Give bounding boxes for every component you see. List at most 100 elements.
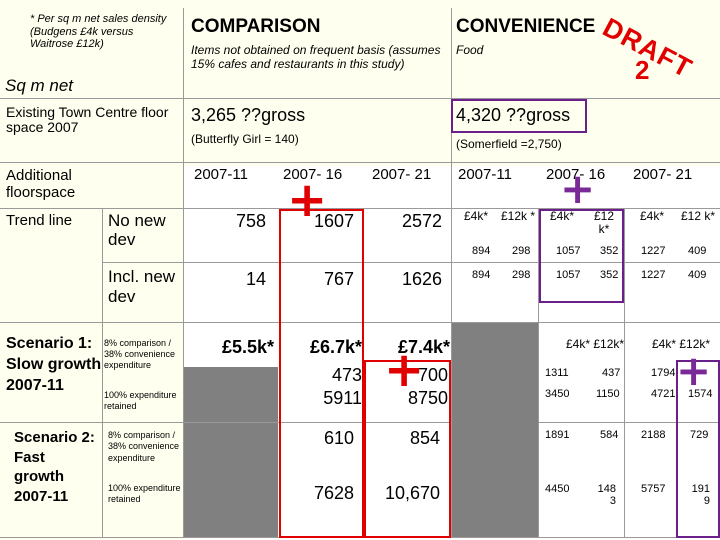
s1-conv-row2: 437: [602, 367, 621, 379]
trend-incl-conv: 1057: [556, 269, 581, 281]
purple-plus-marker: +: [676, 346, 712, 395]
grid-line: [102, 208, 103, 538]
s1-comp-3: £7.4k*: [397, 337, 450, 357]
red-plus-marker: +: [384, 342, 425, 398]
s2-conv-row1: 584: [600, 429, 619, 441]
trend-incl-conv: 1227: [641, 269, 666, 281]
grid-line: [0, 162, 720, 163]
s1-conv-row3: 1574: [688, 388, 713, 400]
convenience-col-3: 2007- 21: [633, 166, 693, 183]
grid-line: [183, 8, 184, 538]
scenario-2-retained-note: 100% expenditure retained: [108, 483, 181, 505]
scenario-1-retained-note: 100% expenditure retained: [104, 390, 177, 411]
grid-line: [451, 8, 452, 538]
grid-line: [102, 262, 720, 263]
trend-line-label: Trend line: [6, 212, 73, 229]
s2-conv-row2: 4450: [545, 483, 570, 495]
comparison-note: Items not obtained on frequent basis (as…: [191, 43, 441, 71]
s1-comp-row3: 5911: [323, 388, 362, 408]
grey-block: [184, 367, 278, 422]
trend-no-new-conv: 298: [512, 245, 531, 257]
grey-block: [452, 323, 538, 537]
convenience-gross-highlight: [451, 99, 587, 133]
trend-no-new-conv: 1227: [641, 245, 666, 257]
conv-sub-header: £4k*: [463, 209, 489, 223]
s1-conv-row3: 3450: [545, 388, 570, 400]
grid-line: [0, 98, 720, 99]
comparison-2007-21-highlight: [364, 360, 451, 538]
trend-no-new-conv: 409: [688, 245, 707, 257]
s2-conv-row2: 5757: [641, 483, 666, 495]
convenience-col-2: 2007- 16: [546, 166, 606, 183]
convenience-gross: 4,320 ??gross: [456, 105, 571, 125]
draft-stamp-number: 2: [635, 55, 650, 85]
s1-conv-head-b: £4k* £12k*: [652, 337, 711, 351]
trend-no-new-conv: 352: [600, 245, 619, 257]
scenario-1-split-note: 8% comparison / 38% convenience expendit…: [104, 338, 176, 370]
additional-floorspace-label: Additional floorspace: [6, 167, 76, 202]
existing-floorspace-label: Existing Town Centre floor space 2007: [6, 104, 169, 136]
trend-incl-conv: 298: [512, 269, 531, 281]
convenience-food: Food: [456, 43, 484, 57]
grid-line: [0, 422, 720, 423]
scenario-1-label: Scenario 1: Slow growth 2007-11: [6, 335, 102, 394]
comparison-col-1: 2007-11: [194, 166, 248, 183]
grey-block: [184, 423, 278, 537]
comparison-col-2: 2007- 16: [283, 166, 343, 183]
s2-comp-row1: 854: [409, 428, 440, 448]
scenario-2-label: Scenario 2: Fast growth 2007-11: [14, 429, 95, 505]
header-panel: [0, 0, 720, 166]
s2-conv-row1: 729: [690, 429, 709, 441]
s2-conv-row1: 1891: [545, 429, 570, 441]
s1-comp-1: £5.5k*: [221, 337, 274, 357]
trend-no-new-comp-2: 1607: [313, 211, 354, 231]
no-new-dev-label: No new dev: [108, 211, 166, 249]
convenience-title: CONVENIENCE: [456, 16, 596, 37]
comparison-gross: 3,265 ??gross: [191, 105, 306, 125]
s1-comp-row2: 700: [417, 365, 448, 385]
s1-conv-row2: 1311: [545, 367, 569, 379]
trend-no-new-conv: 1057: [556, 245, 581, 257]
butterfly-note: (Butterfly Girl = 140): [191, 132, 299, 146]
left-column-panel: [0, 166, 183, 540]
s1-conv-head-a: £4k* £12k*: [566, 337, 625, 351]
s2-comp-row2: 10,670: [384, 483, 440, 503]
s1-conv-row3: 4721: [651, 388, 676, 400]
trend-incl-comp-1: 14: [245, 269, 266, 289]
incl-new-dev-label: Incl. new dev: [108, 267, 176, 306]
trend-incl-comp-2: 767: [323, 269, 354, 289]
grid-line: [0, 322, 720, 323]
conv-sub-header: £12k *: [500, 209, 536, 223]
trend-incl-conv: 894: [472, 269, 491, 281]
trend-incl-comp-3: 1626: [401, 269, 442, 289]
trend-no-new-conv: 894: [472, 245, 491, 257]
purple-plus-marker: +: [560, 164, 596, 213]
s2-conv-row1: 2188: [641, 429, 666, 441]
grid-line: [624, 208, 625, 538]
grid-line: [538, 208, 539, 538]
s2-conv-row2: 148 3: [597, 483, 616, 507]
red-plus-marker: +: [287, 172, 328, 228]
scenario-2-split-note: 8% comparison / 38% convenience expendit…: [108, 430, 180, 463]
convenience-col-1: 2007-11: [458, 166, 512, 183]
s1-conv-row3: 1150: [596, 388, 620, 400]
grid-line: [0, 208, 720, 209]
trend-incl-conv: 409: [688, 269, 707, 281]
s1-comp-row3: 8750: [407, 388, 448, 408]
somerfield-note: (Somerfield =2,750): [456, 137, 562, 151]
convenience-2007-21-highlight: [676, 360, 720, 538]
conv-sub-header: £4k*: [639, 209, 665, 223]
s2-conv-row2: 191 9: [691, 483, 710, 507]
trend-no-new-comp-3: 2572: [401, 211, 442, 231]
s2-comp-row1: 610: [323, 428, 354, 448]
trend-incl-conv: 352: [600, 269, 619, 281]
comparison-title: COMPARISON: [191, 16, 321, 37]
conv-sub-header: £12 k*: [680, 209, 716, 223]
s1-comp-row2: 473: [331, 365, 362, 385]
comparison-2007-16-highlight: [279, 209, 364, 538]
sq-m-net-label: Sq m net: [5, 76, 74, 95]
conv-sub-header: £12 k*: [593, 209, 615, 236]
s2-comp-row2: 7628: [313, 483, 354, 503]
s1-conv-row2: 1794: [651, 367, 676, 379]
density-note: * Per sq m net sales density (Budgens £4…: [30, 13, 167, 51]
